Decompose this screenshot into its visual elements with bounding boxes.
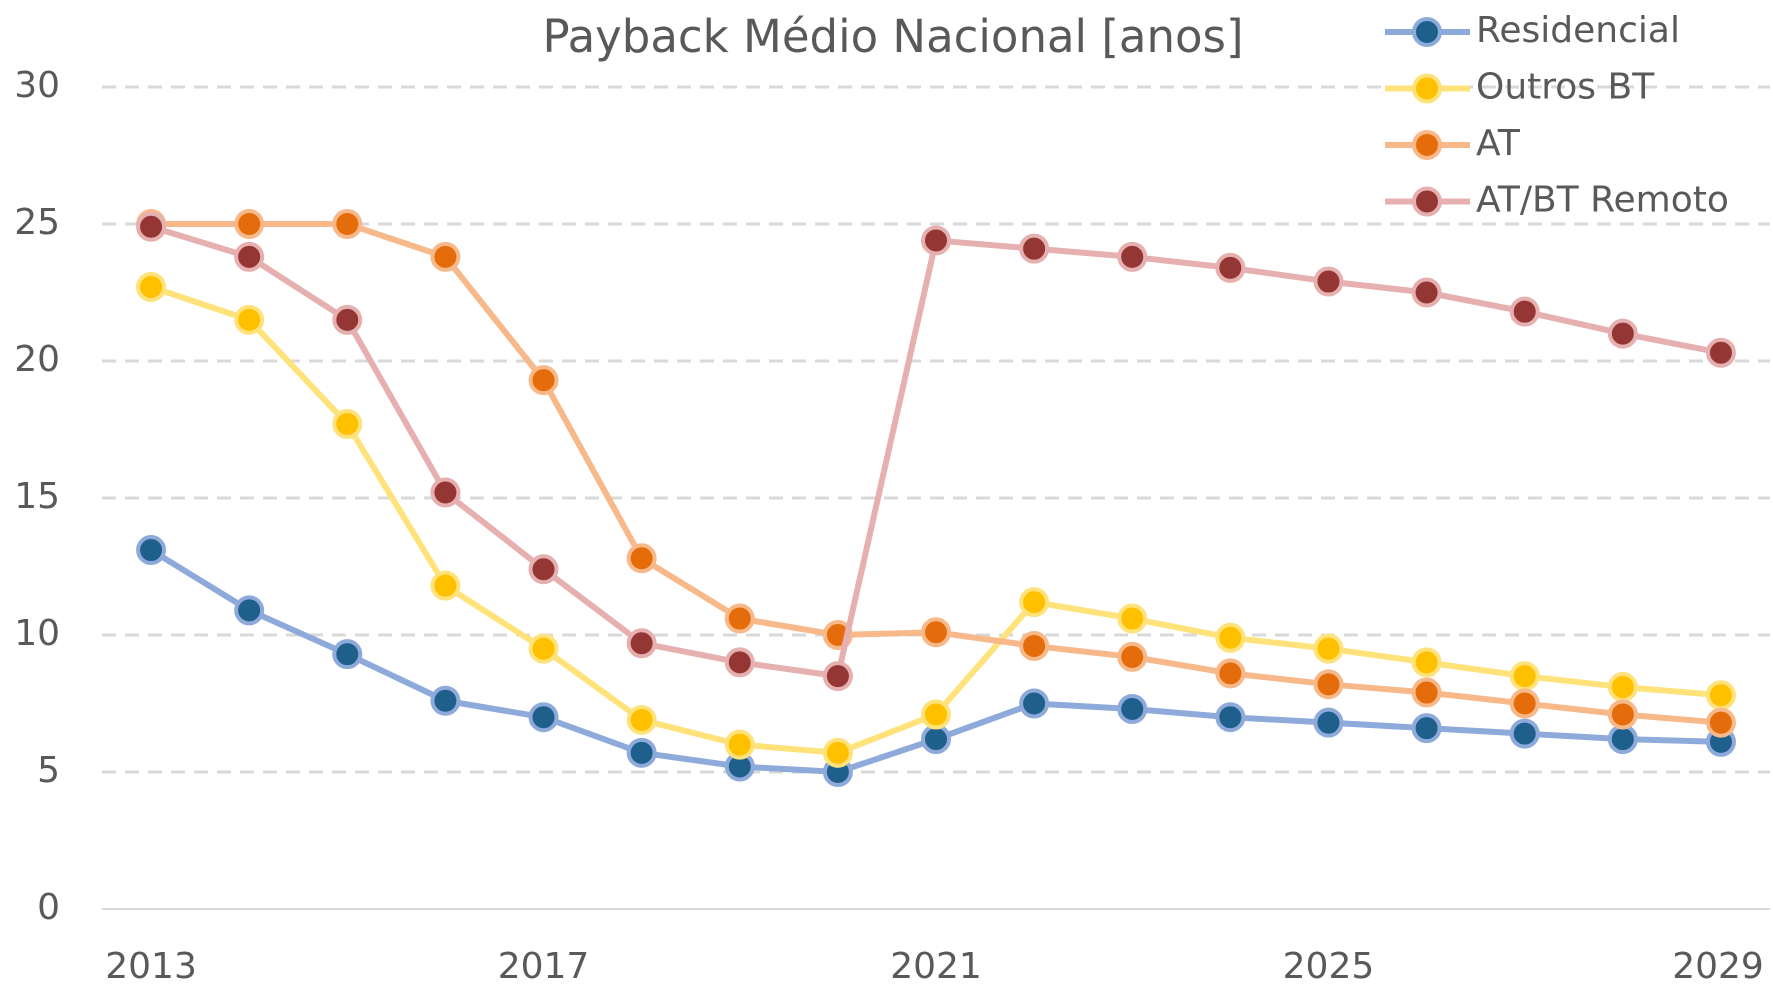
- data-point: [626, 704, 657, 735]
- data-point: [528, 702, 559, 733]
- x-tick-label: 2025: [1283, 946, 1375, 987]
- data-point: [626, 628, 657, 659]
- y-tick-label: 25: [14, 202, 60, 243]
- data-point: [921, 699, 951, 730]
- data-point: [1215, 658, 1246, 689]
- x-tick-label: 2021: [890, 946, 982, 987]
- x-tick-label: 2017: [498, 946, 590, 987]
- legend-label: Outros BT: [1476, 67, 1655, 108]
- data-point: [1313, 707, 1344, 738]
- data-point: [234, 595, 265, 626]
- data-point: [1509, 688, 1540, 719]
- data-point: [1411, 647, 1442, 678]
- data-point: [1411, 677, 1442, 708]
- data-point: [1117, 241, 1148, 272]
- y-tick-label: 15: [14, 476, 60, 517]
- data-point: [626, 737, 657, 768]
- data-point: [724, 647, 755, 678]
- data-point: [1019, 688, 1050, 719]
- data-point: [136, 272, 167, 303]
- legend-marker: [1412, 130, 1442, 160]
- data-point: [332, 639, 363, 670]
- series-line: [151, 221, 1722, 726]
- data-point: [1705, 337, 1736, 368]
- y-tick-label: 0: [37, 887, 60, 928]
- data-point: [1117, 641, 1148, 672]
- data-point: [332, 304, 363, 335]
- x-tick-label: 2013: [105, 946, 197, 987]
- data-point: [1411, 277, 1442, 308]
- data-point: [1705, 707, 1736, 738]
- series-line: [150, 223, 1722, 680]
- y-tick-label: 5: [37, 750, 60, 791]
- series-line: [150, 284, 1722, 756]
- legend-marker: [1412, 17, 1442, 47]
- data-point: [1019, 630, 1050, 661]
- data-point: [921, 617, 951, 648]
- data-point: [136, 535, 167, 566]
- data-point: [332, 409, 363, 440]
- y-tick-label: 20: [14, 339, 60, 380]
- data-point: [430, 477, 461, 508]
- data-point: [1607, 672, 1638, 703]
- data-point: [1215, 622, 1246, 653]
- data-point: [1019, 233, 1050, 264]
- data-point: [1509, 718, 1540, 749]
- y-tick-label: 10: [14, 613, 60, 654]
- data-point: [136, 211, 167, 242]
- data-point: [1313, 633, 1344, 664]
- data-point: [528, 365, 559, 396]
- chart-title: Payback Médio Nacional [anos]: [542, 10, 1243, 63]
- data-point: [724, 729, 755, 760]
- data-point: [430, 685, 461, 716]
- data-point: [234, 241, 265, 272]
- data-point: [1607, 699, 1638, 730]
- data-point: [1313, 669, 1344, 700]
- legend-label: Residencial: [1476, 10, 1680, 51]
- data-point: [1215, 702, 1246, 733]
- legend-label: AT/BT Remoto: [1476, 180, 1729, 221]
- y-tick-label: 30: [14, 65, 60, 106]
- data-point: [1509, 296, 1540, 327]
- data-point: [1411, 713, 1442, 744]
- data-point: [1705, 680, 1736, 711]
- data-point: [1509, 661, 1540, 692]
- data-point: [430, 241, 461, 272]
- data-point: [332, 209, 363, 239]
- data-point: [234, 209, 265, 239]
- data-point: [1607, 318, 1638, 349]
- legend-marker: [1412, 186, 1442, 217]
- data-point: [1019, 587, 1050, 618]
- data-point: [921, 724, 951, 755]
- data-point: [430, 570, 461, 601]
- legend-marker: [1412, 73, 1442, 104]
- legend-label: AT: [1476, 123, 1521, 164]
- data-point: [1313, 266, 1344, 297]
- data-point: [1117, 603, 1148, 634]
- data-point: [1117, 693, 1148, 724]
- data-point: [234, 304, 265, 335]
- data-point: [626, 543, 657, 574]
- data-point: [1607, 724, 1638, 755]
- data-point: [528, 633, 559, 664]
- data-point: [528, 554, 559, 585]
- data-point: [724, 603, 755, 634]
- x-tick-label: 2029: [1672, 946, 1764, 987]
- data-point: [921, 225, 951, 256]
- data-point: [1215, 252, 1246, 283]
- data-point: [822, 661, 853, 692]
- data-point: [822, 737, 853, 768]
